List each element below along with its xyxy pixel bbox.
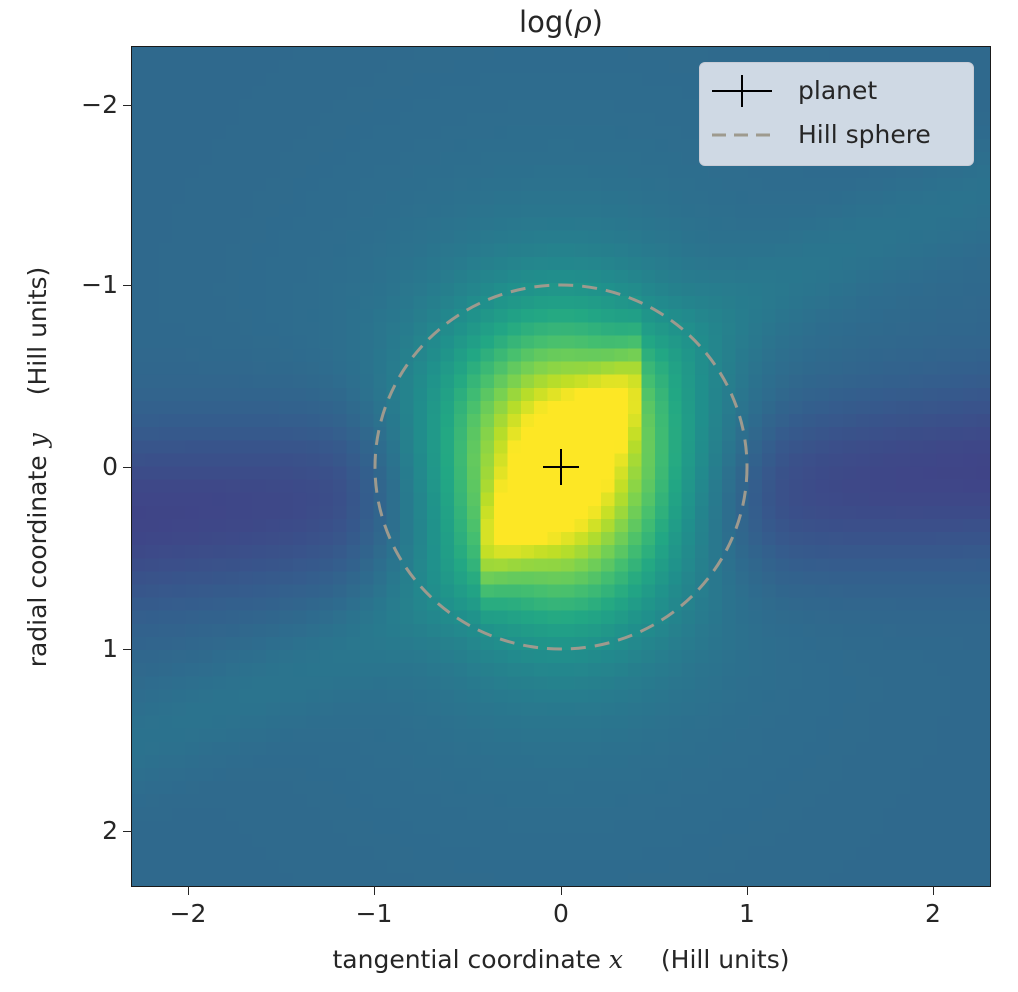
xtick-mark [188,886,189,895]
ytick-label: 0 [102,452,118,481]
xtick-mark [561,886,562,895]
legend-item-hill-sphere: Hill sphere [700,115,973,155]
xtick-mark [374,886,375,895]
legend: planet Hill sphere [699,62,974,166]
ytick-label: −1 [81,270,118,299]
legend-label: Hill sphere [798,120,931,149]
ytick-mark [123,105,132,106]
xtick-mark [933,886,934,895]
chart-title: log(ρ) [519,5,603,39]
ytick-mark [123,831,132,832]
ytick-label: 2 [102,816,118,845]
xtick-label: −1 [355,899,393,928]
ytick-mark [123,649,132,650]
xtick-label: 1 [739,899,755,928]
legend-label: planet [798,76,878,105]
plot-area [132,47,990,886]
y-axis-label: radial coordinate y(Hill units) [23,266,52,668]
ytick-mark [123,467,132,468]
planet-marker-icon [712,75,772,107]
xtick-mark [747,886,748,895]
legend-item-planet: planet [700,71,973,111]
hill-sphere-circle [373,283,749,651]
planet-marker-icon [543,449,579,485]
x-axis-label: tangential coordinate x (Hill units) [332,945,790,974]
plot-overlay [373,283,749,651]
ytick-label: 1 [102,634,118,663]
xtick-label: 2 [925,899,941,928]
ytick-mark [123,285,132,286]
xtick-label: −2 [169,899,207,928]
xtick-label: 0 [553,899,569,928]
dashed-line-icon [712,133,772,137]
ytick-label: −2 [81,90,118,119]
